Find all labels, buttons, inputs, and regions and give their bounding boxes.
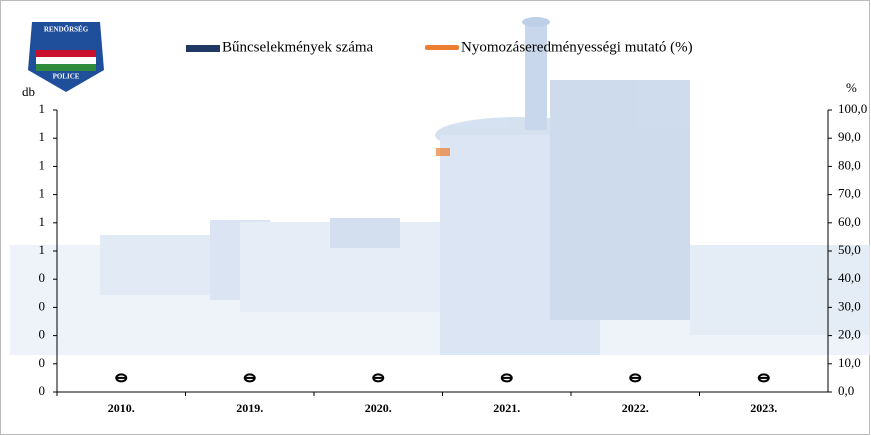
y-tick-label: 0 bbox=[39, 383, 46, 398]
y2-tick-label: 50,0 bbox=[838, 242, 861, 257]
x-tick-label: 2020. bbox=[365, 401, 392, 415]
background-buildings bbox=[10, 17, 870, 355]
logo-top: RENDŐRSÉG bbox=[44, 26, 89, 34]
line-marker bbox=[500, 373, 513, 383]
line-marker bbox=[243, 373, 256, 383]
background-detail bbox=[436, 148, 450, 156]
y2-tick-label: 60,0 bbox=[838, 214, 861, 229]
line-marker bbox=[372, 373, 385, 383]
y-tick-label: 1 bbox=[39, 129, 46, 144]
line-marker bbox=[629, 373, 642, 383]
logo-bottom: POLICE bbox=[53, 73, 80, 81]
x-tick-label: 2022. bbox=[622, 401, 649, 415]
y-tick-label: 1 bbox=[39, 242, 46, 257]
legend-swatch bbox=[425, 45, 459, 50]
y-tick-label: 1 bbox=[39, 157, 46, 172]
y2-tick-label: 80,0 bbox=[838, 157, 861, 172]
legend-label: Bűncselekmények száma bbox=[222, 39, 374, 55]
y2-tick-label: 10,0 bbox=[838, 355, 861, 370]
y-tick-label: 0 bbox=[39, 298, 46, 313]
x-tick-label: 2021. bbox=[493, 401, 520, 415]
y2-tick-label: 30,0 bbox=[838, 298, 861, 313]
line-marker bbox=[115, 373, 128, 383]
y-tick-label: 1 bbox=[39, 101, 46, 116]
y-tick-label: 1 bbox=[39, 214, 46, 229]
x-tick-label: 2010. bbox=[108, 401, 135, 415]
y2-tick-label: 70,0 bbox=[838, 186, 861, 201]
y2-tick-label: 90,0 bbox=[838, 129, 861, 144]
y-tick-label: 0 bbox=[39, 270, 46, 285]
y2-tick-label: 20,0 bbox=[838, 327, 861, 342]
line-marker bbox=[757, 373, 770, 383]
y-tick-label: 0 bbox=[39, 355, 46, 370]
y-tick-label: 1 bbox=[39, 186, 46, 201]
legend-swatch bbox=[186, 45, 220, 52]
y2-tick-label: 100,0 bbox=[838, 101, 867, 116]
x-tick-label: 2023. bbox=[750, 401, 777, 415]
y-tick-label: 0 bbox=[39, 327, 46, 342]
y-axis-label: db bbox=[22, 84, 35, 99]
y2-axis-label: % bbox=[846, 80, 857, 95]
logo: RENDŐRSÉG POLICE bbox=[28, 22, 104, 92]
y2-tick-label: 0,0 bbox=[838, 383, 854, 398]
y2-tick-label: 40,0 bbox=[838, 270, 861, 285]
x-tick-label: 2019. bbox=[236, 401, 263, 415]
legend-label: Nyomozáseredményességi mutató (%) bbox=[461, 39, 693, 55]
